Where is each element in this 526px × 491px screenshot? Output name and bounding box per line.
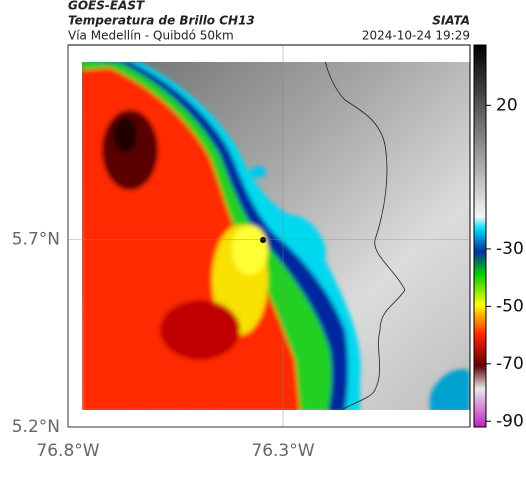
satellite-image [82,62,470,410]
colorbar-tick-label: -90 [496,411,524,431]
colorbar-tick-label: -50 [496,296,524,316]
route: Vía Medellín - Quibdó 50km [68,29,234,43]
subtitle: Temperatura de Brillo CH13 [68,14,255,28]
title: GOES-EAST [68,0,145,13]
colorbar-tick-label: -30 [496,239,524,259]
x-tick-label: 76.8°W [36,441,99,461]
y-tick-label: 5.7°N [12,230,60,250]
datetime: 2024-10-24 19:29 [362,29,470,43]
source: SIATA [432,14,470,28]
colorbar-tick-label: -70 [496,354,524,374]
y-tick-label: 5.2°N [12,417,60,437]
colorbar [473,44,487,428]
colorbar-tick-label: 20 [496,95,518,115]
x-tick-label: 76.3°W [251,441,314,461]
